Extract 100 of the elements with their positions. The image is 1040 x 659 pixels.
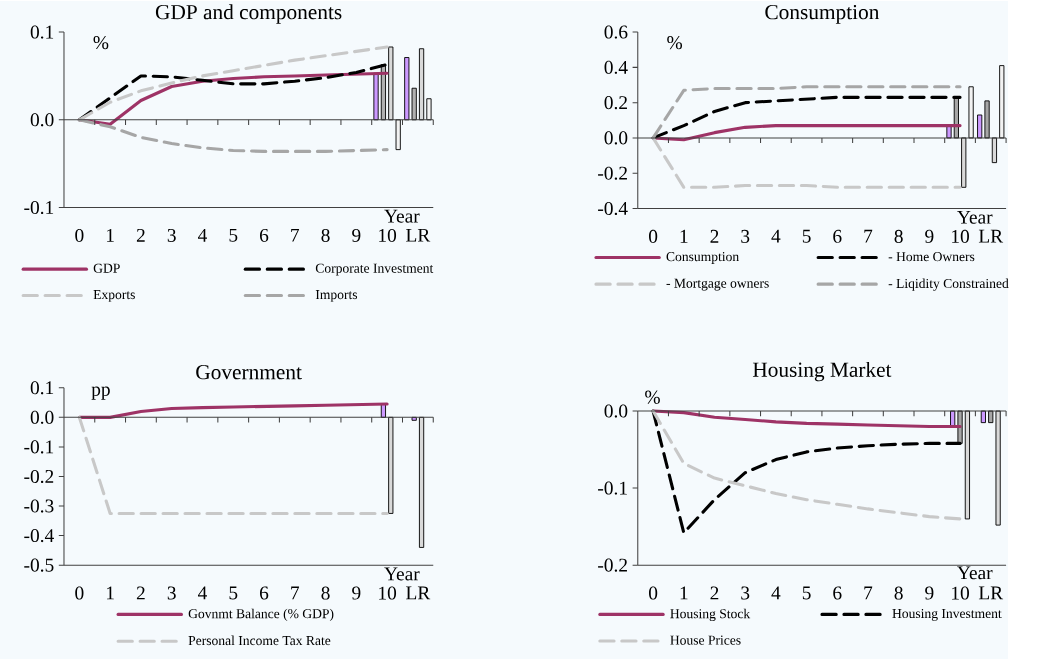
x-tick-label: 1 bbox=[107, 228, 114, 242]
legend-label: Corporate Investment bbox=[315, 263, 434, 276]
x-tick-label: 7 bbox=[291, 586, 300, 600]
y-tick-label: -0.4 bbox=[598, 201, 628, 216]
y-tick-label: -0.2 bbox=[24, 469, 54, 483]
x-axis-title: Year bbox=[957, 210, 993, 224]
x-tick-label: 1 bbox=[107, 586, 114, 600]
legend-label: - Liqidity Constrained bbox=[888, 278, 1009, 291]
legend-label: - Mortgage owners bbox=[666, 278, 769, 291]
bar bbox=[418, 48, 425, 121]
y-tick-label: 0.0 bbox=[604, 404, 628, 418]
x-tick-label: 0 bbox=[75, 586, 84, 600]
bar bbox=[977, 114, 983, 139]
x-tick-label: 4 bbox=[771, 586, 781, 600]
x-tick-label: 6 bbox=[833, 586, 842, 600]
x-tick-label: 10 bbox=[379, 228, 397, 242]
x-tick-label: 7 bbox=[864, 586, 873, 600]
y-tick-label: -0.2 bbox=[598, 558, 627, 572]
y-tick-label: 0.0 bbox=[30, 410, 54, 424]
bar bbox=[373, 72, 379, 121]
x-tick-label: 9 bbox=[352, 228, 361, 242]
y-tick-label: -0.4 bbox=[24, 528, 54, 543]
y-tick-label: 0.0 bbox=[30, 113, 54, 127]
x-tick-label: 9 bbox=[925, 229, 934, 243]
x-tick-label: 2 bbox=[710, 586, 719, 600]
x-tick-label: 8 bbox=[321, 228, 330, 242]
x-tick-label: 10 bbox=[952, 229, 969, 243]
x-tick-label: LR bbox=[406, 586, 431, 600]
bar bbox=[961, 137, 967, 188]
y-tick-label: 0.0 bbox=[604, 131, 628, 145]
x-tick-label: 0 bbox=[649, 586, 658, 600]
legend-label: Exports bbox=[93, 290, 135, 302]
x-tick-label: 4 bbox=[198, 228, 207, 242]
legend-label: Consumption bbox=[666, 251, 739, 264]
legend-label: - Home Owners bbox=[888, 251, 975, 262]
bar bbox=[991, 137, 998, 163]
x-tick-label: 3 bbox=[741, 229, 750, 243]
x-tick-label: 6 bbox=[259, 228, 269, 242]
x-tick-label: LR bbox=[406, 228, 431, 242]
x-tick-label: 5 bbox=[802, 229, 811, 243]
bar bbox=[999, 65, 1005, 139]
x-tick-label: 9 bbox=[352, 586, 361, 600]
legend-label: Govnmt Balance (% GDP) bbox=[188, 608, 334, 621]
bar bbox=[968, 86, 974, 139]
y-tick-label: -0.1 bbox=[598, 481, 627, 495]
y-tick-label: 0.2 bbox=[604, 95, 627, 110]
y-axis-title: pp bbox=[91, 386, 110, 400]
y-tick-label: -0.1 bbox=[24, 200, 54, 215]
x-tick-label: 2 bbox=[710, 229, 719, 243]
x-tick-label: 5 bbox=[229, 228, 238, 242]
x-tick-label: 6 bbox=[833, 229, 842, 243]
legend-label: Personal Income Tax Rate bbox=[188, 635, 331, 646]
x-tick-label: 0 bbox=[649, 229, 658, 243]
x-tick-label: 9 bbox=[925, 586, 934, 600]
y-tick-label: -0.2 bbox=[598, 166, 627, 180]
chart-title: Consumption bbox=[765, 4, 880, 24]
bar bbox=[984, 100, 990, 139]
y-axis-title: % bbox=[667, 36, 683, 50]
x-tick-label: 3 bbox=[741, 586, 750, 600]
x-tick-label: 5 bbox=[229, 586, 238, 600]
x-tick-label: 7 bbox=[291, 228, 300, 242]
legend-label: Housing Investment bbox=[892, 608, 1002, 621]
legend-label: House Prices bbox=[670, 635, 741, 645]
y-tick-label: 0.1 bbox=[30, 381, 54, 395]
x-axis-title: Year bbox=[384, 209, 420, 223]
x-tick-label: 4 bbox=[771, 229, 781, 243]
chart-title: Government bbox=[196, 364, 302, 380]
y-tick-label: 0.1 bbox=[30, 25, 54, 39]
x-tick-label: 10 bbox=[379, 586, 397, 600]
y-tick-label: -0.1 bbox=[24, 440, 54, 454]
x-tick-label: 8 bbox=[894, 586, 903, 600]
y-tick-label: -0.3 bbox=[24, 499, 54, 513]
x-tick-label: 10 bbox=[952, 586, 969, 600]
x-tick-label: 2 bbox=[136, 228, 145, 242]
y-tick-label: 0.6 bbox=[604, 25, 628, 39]
x-tick-label: 2 bbox=[136, 586, 145, 600]
bar bbox=[395, 119, 401, 150]
bar bbox=[426, 98, 432, 121]
y-axis-title: % bbox=[93, 35, 109, 50]
x-tick-label: 8 bbox=[894, 229, 903, 243]
chart-title: GDP and components bbox=[155, 4, 342, 24]
x-tick-label: 1 bbox=[680, 586, 688, 600]
x-axis-title: Year bbox=[957, 566, 993, 580]
legend-label: Imports bbox=[315, 290, 358, 302]
x-tick-label: 1 bbox=[680, 229, 688, 243]
x-tick-label: 4 bbox=[198, 586, 207, 600]
x-tick-label: 3 bbox=[167, 586, 176, 600]
x-tick-label: LR bbox=[978, 229, 1004, 243]
y-axis-title: % bbox=[645, 390, 660, 404]
chart-title: Housing Market bbox=[752, 361, 892, 382]
y-tick-label: -0.5 bbox=[24, 558, 54, 572]
x-tick-label: 6 bbox=[259, 586, 269, 600]
legend-label: GDP bbox=[93, 263, 120, 273]
legend-label: Housing Stock bbox=[670, 608, 751, 621]
x-tick-label: 0 bbox=[75, 228, 84, 242]
y-tick-label: 0.4 bbox=[604, 60, 628, 74]
x-tick-label: 3 bbox=[167, 228, 176, 242]
x-tick-label: LR bbox=[978, 586, 1004, 600]
x-tick-label: 8 bbox=[321, 586, 330, 600]
x-axis-title: Year bbox=[384, 567, 420, 581]
